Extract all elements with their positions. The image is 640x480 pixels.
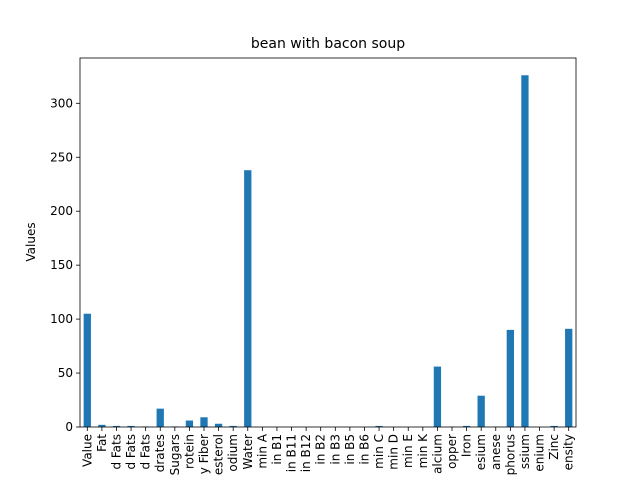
x-tick-label: in B11 — [285, 434, 299, 472]
x-tick-label: rotein — [182, 434, 196, 469]
x-tick-label: in B5 — [343, 434, 357, 465]
x-tick-label: Sugars — [168, 434, 182, 475]
x-tick-label: min A — [255, 433, 269, 468]
bar — [565, 328, 573, 427]
bar — [521, 75, 529, 428]
x-tick-label: opper — [445, 434, 459, 469]
y-tick-label: 100 — [50, 312, 73, 326]
x-tick-label: drates — [153, 434, 167, 472]
x-tick-label: in B2 — [314, 434, 328, 465]
x-tick-label: d Fats — [109, 434, 123, 470]
x-tick-label: min E — [401, 434, 415, 468]
x-tick-label: Fat — [95, 434, 109, 452]
x-tick-label: Water — [241, 434, 255, 470]
x-tick-label: ensity — [562, 434, 576, 470]
bar — [550, 425, 558, 427]
x-tick-label: anese — [489, 434, 503, 470]
bar — [185, 420, 194, 427]
y-tick-label: 300 — [50, 96, 73, 110]
bar — [506, 329, 514, 427]
x-tick-label: y Fiber — [197, 434, 211, 474]
x-tick-label: esterol — [212, 434, 226, 475]
bar — [98, 424, 106, 427]
bar — [156, 408, 164, 427]
bar — [229, 425, 237, 427]
chart-title: bean with bacon soup — [251, 36, 405, 52]
x-tick-label: in B6 — [357, 434, 371, 465]
bar — [112, 425, 121, 427]
bar — [200, 417, 208, 427]
bar — [244, 170, 252, 428]
x-tick-label: d Fats — [139, 434, 153, 470]
x-tick-label: min D — [387, 434, 401, 470]
y-tick-label: 200 — [50, 204, 73, 218]
x-tick-label: in B12 — [299, 434, 313, 472]
y-tick-label: 250 — [50, 150, 73, 164]
plot-frame — [79, 57, 577, 428]
bar — [83, 313, 91, 427]
x-tick-label: in B1 — [270, 434, 284, 465]
x-tick-label: phorus — [503, 434, 517, 475]
x-tick-label: ssium — [518, 434, 532, 469]
y-axis-label: Values — [24, 222, 38, 261]
x-tick-label: in B3 — [328, 434, 342, 465]
bar — [127, 425, 135, 427]
x-tick-label: Zinc — [547, 434, 561, 460]
x-tick-label: enium — [533, 434, 547, 472]
y-tick-label: 50 — [58, 366, 73, 380]
bar — [375, 425, 383, 427]
bar — [433, 366, 442, 427]
x-tick-label: odium — [226, 434, 240, 472]
y-tick-label: 0 — [65, 420, 73, 434]
bar — [214, 423, 223, 427]
x-tick-label: min C — [372, 434, 386, 469]
bar — [462, 425, 471, 427]
x-tick-label: Value — [80, 434, 94, 467]
x-tick-label: d Fats — [124, 434, 138, 470]
bar — [477, 395, 485, 427]
y-tick-label: 150 — [50, 258, 73, 272]
x-tick-label: min K — [416, 433, 430, 468]
x-tick-label: esium — [474, 434, 488, 470]
x-tick-label: alcium — [430, 434, 444, 474]
x-tick-label: Iron — [460, 434, 474, 457]
